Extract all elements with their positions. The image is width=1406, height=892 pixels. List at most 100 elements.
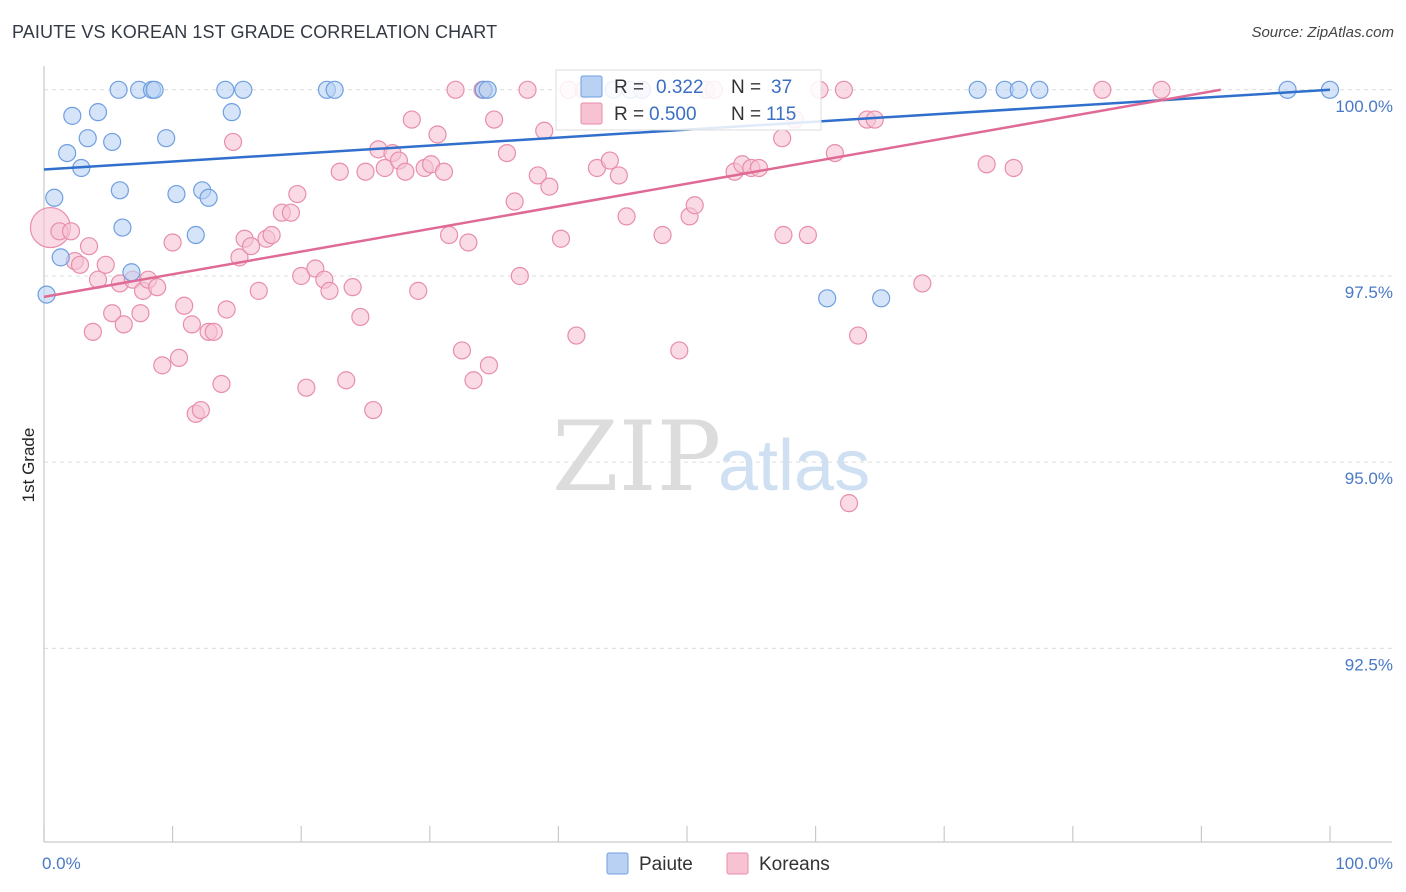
legend-swatch-paiute	[606, 852, 629, 875]
paiute-point-20	[199, 188, 218, 207]
korean-point-42	[320, 281, 339, 300]
stats-n-value-koreans: 115	[766, 104, 796, 125]
korean-point-32	[249, 281, 268, 300]
korean-trend-line	[43, 88, 1221, 299]
source-credit: Source: ZipAtlas.com	[1251, 24, 1394, 41]
paiute-point-17	[167, 184, 186, 204]
stats-box: R = 0.322 N = 37 R = 0.500 N = 115	[555, 69, 822, 131]
paiute-point-7	[88, 103, 108, 122]
korean-point-64	[464, 371, 483, 390]
korean-point-37	[288, 184, 307, 204]
paiute-point-2	[51, 248, 70, 267]
paiute-point-6	[78, 129, 97, 148]
y-tick-label-1: 97.5%	[1345, 283, 1393, 302]
korean-point-44	[337, 371, 356, 390]
korean-point-72	[528, 166, 547, 185]
korean-point-59	[434, 162, 454, 181]
paiute-point-36	[1030, 80, 1049, 99]
korean-points	[29, 80, 1171, 513]
legend-label-paiute: Paiute	[639, 854, 693, 875]
korean-point-45	[343, 278, 362, 297]
watermark: ZIP atlas	[552, 401, 870, 513]
korean-point-84	[653, 225, 672, 245]
x-tick-label-1: 100.0%	[1335, 854, 1393, 873]
paiute-point-35	[1009, 80, 1028, 99]
korean-point-70	[510, 266, 529, 286]
legend-swatch-koreans	[726, 852, 749, 875]
korean-point-47	[356, 162, 375, 181]
paiute-point-25	[325, 80, 344, 99]
paiute-point-16	[157, 129, 176, 148]
korean-point-26	[212, 374, 231, 394]
korean-point-60	[439, 225, 459, 245]
korean-point-82	[617, 207, 636, 226]
paiute-point-18	[186, 225, 205, 245]
korean-point-48	[364, 400, 383, 420]
korean-point-31	[241, 237, 261, 256]
paiute-point-32	[872, 289, 891, 308]
paiute-point-10	[110, 181, 129, 200]
paiute-point-27	[478, 80, 497, 99]
korean-point-23	[191, 400, 210, 420]
tick-labels: 100.0% 97.5% 95.0% 92.5% 0.0% 100.0%	[42, 97, 1393, 873]
x-tick-label-0: 0.0%	[42, 854, 81, 873]
korean-point-17	[153, 356, 172, 375]
stats-swatch-paiute	[580, 75, 603, 98]
korean-point-27	[217, 300, 236, 319]
korean-point-50	[375, 158, 394, 178]
korean-point-85	[670, 341, 689, 360]
korean-point-104	[977, 155, 996, 174]
y-axis-label: 1st Grade	[19, 428, 38, 503]
paiute-point-8	[103, 132, 122, 152]
korean-point-6	[83, 322, 102, 341]
paiute-point-15	[145, 80, 164, 99]
korean-point-25	[204, 322, 223, 341]
korean-point-9	[103, 304, 122, 323]
korean-point-19	[169, 348, 189, 368]
korean-point-55	[409, 281, 428, 300]
korean-point-73	[535, 121, 554, 140]
stats-n-label-koreans: N =	[731, 104, 761, 125]
korean-point-53	[396, 162, 415, 181]
korean-point-36	[281, 203, 301, 222]
korean-point-96	[798, 225, 817, 245]
paiute-point-37	[1278, 80, 1297, 99]
korean-point-63	[459, 233, 478, 252]
korean-point-21	[182, 315, 201, 334]
grid	[44, 89, 1392, 649]
korean-point-16	[148, 278, 167, 297]
korean-point-46	[351, 307, 370, 327]
korean-point-93	[749, 158, 769, 178]
korean-point-71	[518, 80, 537, 99]
stats-r-value-paiute: 0.322	[656, 77, 704, 98]
korean-point-81	[609, 166, 628, 185]
korean-point-58	[428, 125, 447, 144]
korean-point-105	[1004, 158, 1023, 178]
korean-point-34	[262, 225, 281, 245]
korean-point-39	[297, 378, 316, 397]
korean-point-11	[114, 315, 133, 334]
chart-title: PAIUTE VS KOREAN 1ST GRADE CORRELATION C…	[12, 22, 498, 42]
korean-point-13	[131, 304, 150, 323]
paiute-point-22	[222, 103, 241, 122]
korean-point-54	[402, 110, 421, 129]
korean-point-94	[773, 129, 792, 148]
korean-point-20	[175, 296, 194, 315]
korean-point-18	[163, 233, 182, 252]
korean-point-61	[446, 80, 465, 99]
korean-point-2	[61, 222, 81, 241]
korean-point-87	[685, 196, 704, 215]
stats-n-value-paiute: 37	[771, 77, 792, 98]
paiute-point-21	[216, 80, 235, 99]
korean-point-99	[834, 80, 853, 99]
paiute-point-33	[968, 80, 987, 99]
paiute-point-3	[58, 143, 77, 163]
korean-point-100	[848, 326, 868, 345]
stats-r-value-koreans: 0.500	[649, 104, 697, 125]
korean-point-77	[567, 326, 586, 345]
y-tick-label-2: 95.0%	[1345, 469, 1393, 488]
paiute-point-31	[818, 289, 837, 308]
paiute-point-9	[109, 80, 128, 99]
watermark-atlas: atlas	[718, 426, 870, 506]
korean-point-69	[505, 192, 524, 211]
